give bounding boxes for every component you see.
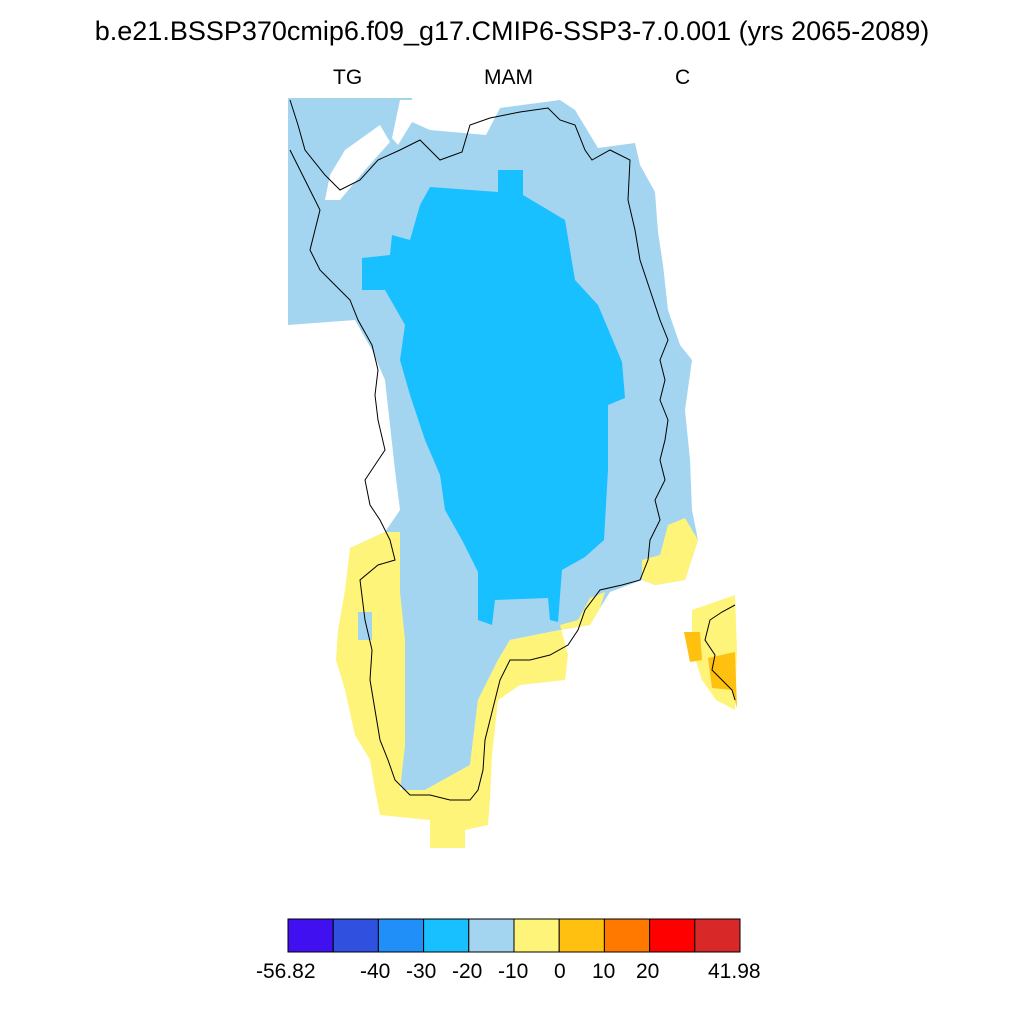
- colorbar-label-10: 10: [592, 960, 616, 983]
- colorbar-label-max: 41.98: [708, 960, 761, 983]
- plot-title: b.e21.BSSP370cmip6.f09_g17.CMIP6-SSP3-7.…: [94, 16, 930, 46]
- colorbar-label-minus30: -30: [406, 960, 437, 983]
- colorbar-box-6: [558, 918, 605, 953]
- colorbar-box-5: [513, 918, 560, 953]
- region-gap-north-1: [392, 100, 412, 145]
- region-minus30-minus20: [362, 170, 625, 625]
- colorbar-box-7: [603, 918, 651, 953]
- colorbar-label-minus10: -10: [498, 960, 529, 983]
- colorbar-label-min: -56.82: [256, 960, 316, 983]
- colorbar-box-0: [287, 918, 334, 953]
- season-label: MAM: [484, 66, 533, 89]
- colorbar-box-3: [423, 918, 470, 953]
- colorbar-label-minus40: -40: [360, 960, 391, 983]
- coastline-iceland: [704, 604, 736, 701]
- colorbar-box-1: [332, 918, 379, 953]
- region-gap-north-2: [325, 125, 390, 200]
- region-minus10-0: [336, 532, 605, 848]
- colorbar-box-8: [649, 918, 696, 953]
- colorbar-label-0: 0: [554, 960, 566, 983]
- colorbar-box-2: [377, 918, 425, 953]
- colorbar-box-4: [468, 918, 515, 953]
- colorbar-label-minus20: -20: [452, 960, 483, 983]
- colorbar-label-20: 20: [636, 960, 660, 983]
- region-minus10-0-east: [642, 518, 698, 585]
- variable-label: TG: [333, 66, 363, 89]
- region-0-10-iceland: [684, 632, 702, 662]
- colorbar-box-9: [694, 918, 741, 953]
- units-label: C: [675, 66, 691, 89]
- region-minus20-minus10-north-strip: [288, 98, 330, 160]
- coastline-greenland: [289, 99, 669, 801]
